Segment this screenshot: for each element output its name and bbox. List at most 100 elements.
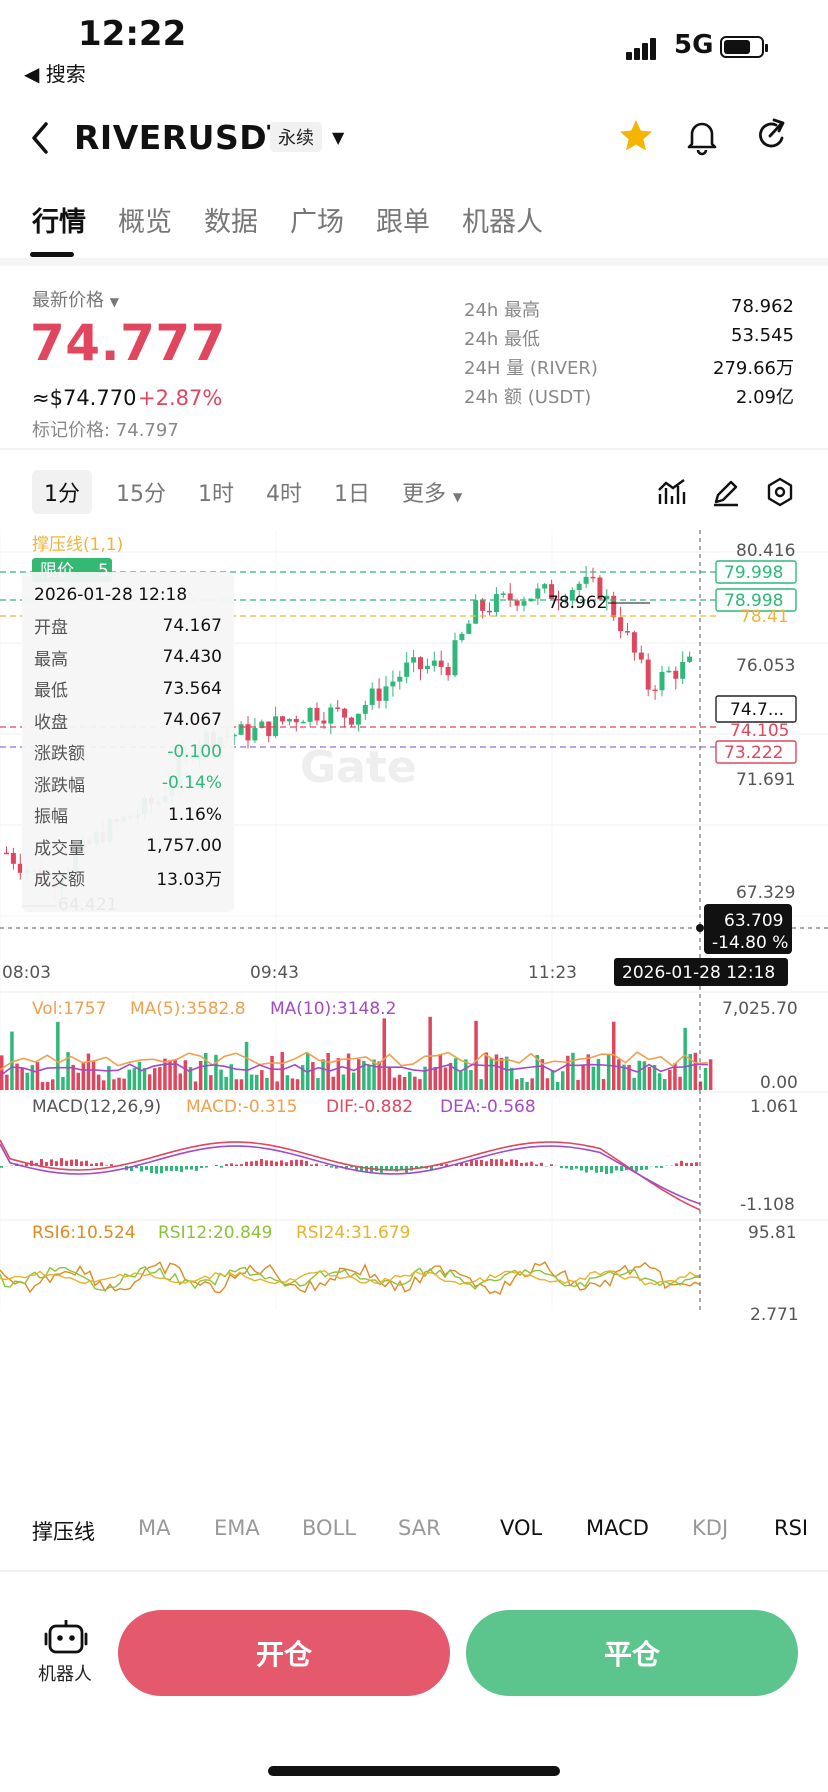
volume-bar: [678, 1076, 682, 1090]
ohlc-row: 涨跌额 -0.100: [34, 736, 222, 768]
close-position-button[interactable]: 平仓: [466, 1610, 798, 1696]
dea-line: [0, 1143, 701, 1205]
macd-histogram-bar: [85, 1160, 88, 1166]
volume-bar: [96, 1074, 101, 1090]
tab-copy-trade[interactable]: 跟单: [376, 207, 430, 238]
tab-kdj[interactable]: KDJ: [692, 1516, 729, 1540]
tab-square[interactable]: 广场: [290, 207, 344, 238]
tab-rsi[interactable]: RSI: [774, 1516, 809, 1540]
order-tag-79998: 79.998: [724, 563, 783, 583]
open-position-button[interactable]: 开仓: [118, 1610, 450, 1696]
ohlc-value: 1.16%: [167, 804, 222, 825]
volume-bar: [581, 1064, 585, 1090]
volume-bar: [489, 1058, 494, 1090]
volume-bar: [183, 1060, 188, 1090]
tab-market[interactable]: 行情: [32, 207, 86, 238]
tab-data[interactable]: 数据: [204, 207, 258, 238]
candle-body: [487, 610, 492, 613]
tab-boll[interactable]: BOLL: [302, 1516, 356, 1540]
tab-bot[interactable]: 机器人: [462, 207, 543, 238]
rsi6-label: RSI6:10.524: [32, 1223, 136, 1243]
share-icon[interactable]: [752, 116, 792, 156]
interval-more[interactable]: 更多 ▼: [402, 482, 463, 507]
tab-overview[interactable]: 概览: [118, 207, 172, 238]
volume-bar: [137, 1061, 142, 1090]
macd-histogram-bar: [95, 1163, 98, 1166]
macd-histogram-bar: [280, 1160, 283, 1166]
macd-histogram-bar: [330, 1166, 333, 1168]
volume-bar: [561, 1071, 565, 1090]
crosshair-percent: -14.80 %: [712, 933, 788, 953]
symbol-title[interactable]: RIVERUSDT: [74, 118, 291, 157]
volume-bar: [193, 1081, 198, 1090]
interval-1m[interactable]: 1分: [32, 470, 92, 514]
macd-histogram-bar: [390, 1166, 393, 1171]
tab-ema[interactable]: EMA: [214, 1516, 260, 1540]
macd-histogram-bar: [530, 1161, 533, 1166]
macd-histogram-bar: [350, 1166, 353, 1168]
back-button[interactable]: [26, 118, 56, 158]
order-tag-79998-box: [715, 560, 797, 584]
candle-body: [562, 599, 568, 602]
tab-vol[interactable]: VOL: [500, 1516, 543, 1540]
tab-ma[interactable]: MA: [138, 1516, 171, 1540]
volume-bar: [45, 1081, 50, 1090]
volume-bar: [0, 1055, 4, 1090]
macd-histogram-bar: [585, 1166, 588, 1173]
favorite-star-icon[interactable]: [616, 116, 656, 156]
ohlc-row: 最低 73.564: [34, 673, 222, 705]
caret-down-icon[interactable]: ▼: [332, 128, 345, 147]
candle-body: [680, 661, 686, 679]
macd-histogram-bar: [145, 1166, 148, 1171]
ohlc-key: 振幅: [34, 807, 68, 828]
draw-pencil-icon[interactable]: [710, 476, 742, 508]
indicator-icon[interactable]: [656, 476, 688, 508]
stat-24h-low: 24h 最低 53.545: [464, 325, 794, 350]
volume-bar: [372, 1059, 376, 1090]
candle-body: [473, 600, 479, 624]
robot-label[interactable]: 机器人: [38, 1664, 92, 1685]
candle-body: [328, 707, 334, 724]
volume-bar: [249, 1074, 254, 1090]
candle-body: [383, 686, 389, 701]
price-axis-label: 80.416: [736, 541, 795, 561]
candle-body: [549, 584, 555, 600]
bell-icon[interactable]: [682, 116, 722, 156]
volume-bar: [402, 1076, 407, 1090]
volume-bar: [596, 1059, 601, 1090]
candle-body: [4, 852, 9, 855]
macd-histogram-bar: [195, 1166, 198, 1171]
macd-histogram-bar: [685, 1162, 688, 1166]
macd-histogram-bar: [140, 1166, 143, 1172]
macd-histogram-bar: [255, 1160, 258, 1166]
crosshair-dot: [696, 924, 704, 932]
macd-max-label: 1.061: [750, 1097, 799, 1117]
ohlc-date: 2026-01-28 12:18: [34, 585, 188, 605]
volume-bar: [51, 1079, 55, 1090]
macd-histogram-bar: [190, 1166, 193, 1170]
candle-body: [300, 721, 306, 724]
volume-bar: [387, 1067, 392, 1090]
volume-bar: [239, 1079, 244, 1090]
interval-1d[interactable]: 1日: [334, 482, 370, 507]
tab-sar[interactable]: SAR: [398, 1516, 441, 1540]
crosshair-time: 2026-01-28 12:18: [622, 963, 775, 983]
settings-hexagon-icon[interactable]: [764, 476, 796, 508]
rsi12-line: [0, 1265, 701, 1291]
candle-body: [362, 704, 368, 714]
tab-support-resistance[interactable]: 撑压线: [32, 1520, 95, 1544]
interval-1h[interactable]: 1时: [198, 482, 234, 507]
interval-15m[interactable]: 15分: [116, 482, 166, 507]
robot-icon[interactable]: [36, 1618, 96, 1666]
back-to-search-link[interactable]: ◀ 搜索: [24, 62, 86, 86]
volume-bar: [56, 1021, 60, 1090]
last-price-label[interactable]: 最新价格 ▼: [32, 290, 119, 311]
tab-macd[interactable]: MACD: [586, 1516, 649, 1540]
volume-bar: [377, 1061, 381, 1090]
macd-histogram-bar: [290, 1160, 293, 1166]
ohlc-row: 振幅 1.16%: [34, 799, 222, 831]
macd-histogram-bar: [445, 1164, 448, 1166]
chevron-left-icon: [32, 122, 48, 154]
interval-4h[interactable]: 4时: [266, 482, 302, 507]
contract-type-badge[interactable]: 永续: [270, 122, 322, 152]
